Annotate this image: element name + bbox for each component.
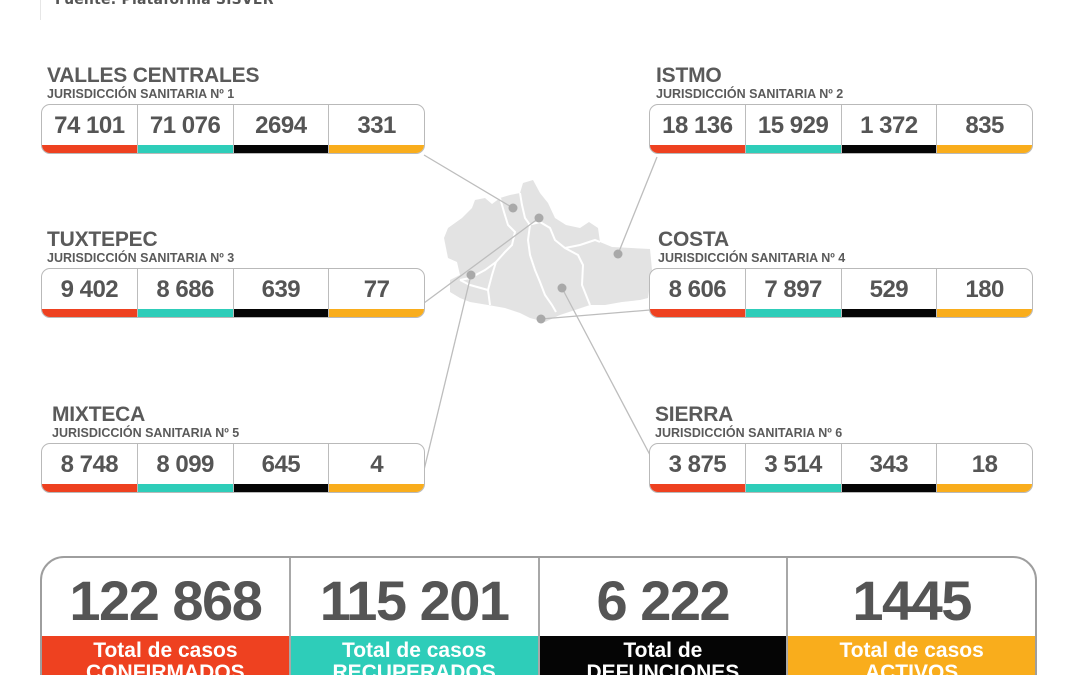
region-istmo: ISTMO JURISDICCIÓN SANITARIA Nº 2 18 136… [649,64,1033,154]
stat-recuperados: 15 929 [745,105,842,153]
total-confirmados: 122 868 Total de casos CONFIRMADOS [42,558,291,675]
total-activos: 1445 Total de casos ACTIVOS [788,558,1035,675]
stat-defunciones: 343 [841,444,938,492]
marker-istmo [613,249,623,259]
marker-costa [536,314,546,324]
region-stats: 9 402 8 686 639 77 [41,268,425,318]
marker-tuxtepec [534,213,544,223]
region-name: TUXTEPEC [47,228,158,251]
stat-activos: 18 [937,444,1032,492]
stat-recuperados: 8 686 [137,269,234,317]
total-label: Total de casos CONFIRMADOS [42,636,289,675]
region-stats: 8 606 7 897 529 180 [649,268,1033,318]
source-divider [40,0,41,20]
stat-confirmados: 9 402 [42,269,138,317]
stat-defunciones: 529 [841,269,938,317]
region-costa: COSTA JURISDICCIÓN SANITARIA Nº 4 8 606 … [649,228,1033,318]
stat-defunciones: 2694 [233,105,330,153]
region-tuxtepec: TUXTEPEC JURISDICCIÓN SANITARIA Nº 3 9 4… [41,228,425,318]
stat-defunciones: 645 [233,444,330,492]
total-value: 1445 [852,568,972,632]
region-stats: 74 101 71 076 2694 331 [41,104,425,154]
region-sierra: SIERRA JURISDICCIÓN SANITARIA Nº 6 3 875… [649,403,1033,493]
region-mixteca: MIXTECA JURISDICCIÓN SANITARIA Nº 5 8 74… [41,403,425,493]
stat-confirmados: 74 101 [42,105,138,153]
region-jurisdiction: JURISDICCIÓN SANITARIA Nº 6 [655,426,843,440]
stat-confirmados: 8 748 [42,444,138,492]
total-defunciones: 6 222 Total de DEFUNCIONES [539,558,789,675]
total-value: 6 222 [596,568,731,632]
stat-activos: 835 [937,105,1032,153]
stat-activos: 77 [329,269,424,317]
region-jurisdiction: JURISDICCIÓN SANITARIA Nº 4 [658,251,846,265]
total-recuperados: 115 201 Total de casos RECUPERADOS [290,558,540,675]
stat-defunciones: 639 [233,269,330,317]
map-state-shape [444,180,652,322]
region-valles-centrales: VALLES CENTRALES JURISDICCIÓN SANITARIA … [41,64,425,154]
region-name: ISTMO [656,64,722,87]
stat-recuperados: 8 099 [137,444,234,492]
stat-activos: 4 [329,444,424,492]
total-label: Total de casos RECUPERADOS [290,636,538,675]
region-name: COSTA [658,228,729,251]
stat-activos: 331 [329,105,424,153]
region-markers [466,203,623,324]
total-label: Total de casos ACTIVOS [788,636,1035,675]
region-name: SIERRA [655,403,734,426]
total-value: 122 868 [69,568,262,632]
total-value: 115 201 [319,568,510,632]
region-name: VALLES CENTRALES [47,64,260,87]
stat-confirmados: 18 136 [650,105,746,153]
map-region-borders [459,192,601,313]
region-stats: 8 748 8 099 645 4 [41,443,425,493]
stat-confirmados: 3 875 [650,444,746,492]
marker-mixteca [466,270,476,280]
marker-sierra [557,283,567,293]
stat-recuperados: 7 897 [745,269,842,317]
connector-lines [423,154,658,471]
state-totals: 122 868 Total de casos CONFIRMADOS 115 20… [40,556,1037,675]
stat-defunciones: 1 372 [841,105,938,153]
region-name: MIXTECA [52,403,146,426]
region-jurisdiction: JURISDICCIÓN SANITARIA Nº 3 [47,251,235,265]
stat-confirmados: 8 606 [650,269,746,317]
region-jurisdiction: JURISDICCIÓN SANITARIA Nº 5 [52,426,240,440]
region-jurisdiction: JURISDICCIÓN SANITARIA Nº 1 [47,87,235,101]
marker-valles-centrales [508,203,518,213]
region-stats: 18 136 15 929 1 372 835 [649,104,1033,154]
source-text: Fuente: Plataforma SISVER [55,0,274,8]
stat-recuperados: 3 514 [745,444,842,492]
stat-activos: 180 [937,269,1032,317]
total-label: Total de DEFUNCIONES [539,636,787,675]
region-stats: 3 875 3 514 343 18 [649,443,1033,493]
stat-recuperados: 71 076 [137,105,234,153]
region-jurisdiction: JURISDICCIÓN SANITARIA Nº 2 [656,87,844,101]
